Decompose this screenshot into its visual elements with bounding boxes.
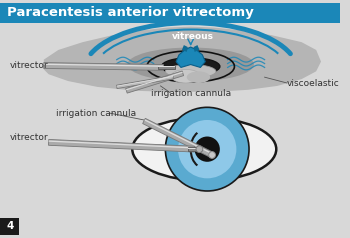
Polygon shape — [44, 63, 163, 70]
Text: Paracentesis anterior vitrectomy: Paracentesis anterior vitrectomy — [7, 6, 253, 20]
Polygon shape — [188, 148, 201, 149]
Text: irrigation cannula: irrigation cannula — [56, 109, 136, 118]
Ellipse shape — [187, 71, 210, 83]
Text: viscoelastic: viscoelastic — [287, 79, 340, 88]
Ellipse shape — [161, 58, 220, 75]
Bar — [0, 3, 341, 23]
Text: vitrector: vitrector — [10, 61, 48, 70]
Circle shape — [178, 120, 236, 178]
Polygon shape — [126, 72, 183, 90]
Circle shape — [165, 107, 249, 191]
Circle shape — [195, 137, 220, 162]
Bar — [0, 218, 20, 235]
Polygon shape — [144, 119, 213, 154]
Polygon shape — [194, 45, 199, 52]
Polygon shape — [117, 75, 174, 89]
Polygon shape — [182, 45, 188, 52]
Text: vitreous: vitreous — [172, 32, 214, 41]
Circle shape — [196, 146, 203, 153]
Ellipse shape — [132, 118, 276, 181]
Polygon shape — [188, 148, 201, 151]
Polygon shape — [158, 66, 175, 69]
Polygon shape — [126, 71, 184, 93]
Polygon shape — [176, 47, 205, 67]
Text: vitrector: vitrector — [10, 133, 48, 142]
Polygon shape — [49, 140, 195, 149]
Ellipse shape — [165, 64, 216, 78]
Text: 4: 4 — [6, 222, 13, 232]
Polygon shape — [158, 66, 175, 67]
Ellipse shape — [171, 69, 201, 83]
Polygon shape — [117, 76, 173, 87]
Ellipse shape — [127, 48, 254, 82]
Polygon shape — [143, 118, 214, 158]
Circle shape — [209, 152, 216, 159]
Polygon shape — [44, 64, 163, 67]
Polygon shape — [49, 139, 195, 152]
Text: irrigation cannula: irrigation cannula — [150, 89, 231, 98]
Polygon shape — [44, 27, 321, 92]
